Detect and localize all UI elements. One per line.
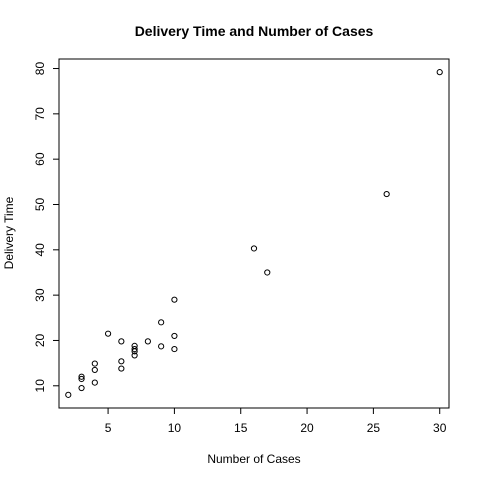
data-point [145, 339, 150, 344]
data-point [437, 70, 442, 75]
data-point [159, 344, 164, 349]
data-point [119, 359, 124, 364]
data-points [66, 70, 443, 398]
data-point [384, 191, 389, 196]
y-tick-label: 10 [33, 379, 47, 393]
x-tick-label: 30 [433, 421, 447, 435]
y-tick-label: 40 [33, 243, 47, 257]
y-tick-label: 80 [33, 62, 47, 76]
data-point [159, 320, 164, 325]
data-point [92, 380, 97, 385]
y-axis: 10 20 30 40 50 60 70 80 [33, 62, 59, 393]
data-point [172, 333, 177, 338]
chart-title: Delivery Time and Number of Cases [135, 23, 374, 39]
y-tick-label: 60 [33, 152, 47, 166]
data-point [265, 270, 270, 275]
data-point [119, 339, 124, 344]
data-point [79, 385, 84, 390]
x-tick-label: 25 [367, 421, 381, 435]
data-point [105, 331, 110, 336]
data-point [132, 343, 137, 348]
x-tick-label: 5 [105, 421, 112, 435]
data-point [92, 361, 97, 366]
data-point [66, 392, 71, 397]
x-tick-label: 15 [234, 421, 248, 435]
plot-frame [59, 59, 449, 408]
data-point [172, 297, 177, 302]
x-tick-label: 20 [300, 421, 314, 435]
data-point [92, 367, 97, 372]
y-tick-label: 20 [33, 333, 47, 347]
x-axis: 5 10 15 20 25 30 [105, 408, 447, 435]
y-tick-label: 50 [33, 197, 47, 211]
y-tick-label: 30 [33, 288, 47, 302]
data-point [251, 246, 256, 251]
y-axis-label: Delivery Time [2, 196, 16, 269]
x-axis-label: Number of Cases [207, 452, 300, 466]
data-point [172, 346, 177, 351]
y-tick-label: 70 [33, 107, 47, 121]
x-tick-label: 10 [168, 421, 182, 435]
data-point [119, 366, 124, 371]
